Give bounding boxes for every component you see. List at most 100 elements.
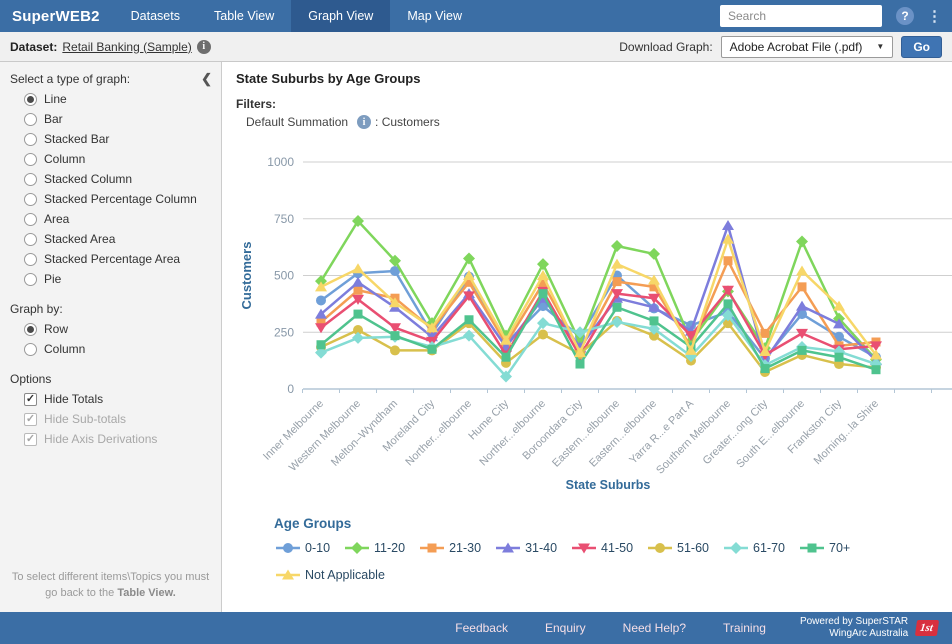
sidebar-note-bold: Table View. bbox=[117, 587, 176, 599]
filter-value: : Customers bbox=[375, 115, 440, 129]
checkbox-icon[interactable]: ✓ bbox=[24, 393, 37, 406]
radio-icon[interactable] bbox=[24, 233, 37, 246]
svg-text:Eastern...elbourne: Eastern...elbourne bbox=[550, 398, 622, 470]
footer-link-training[interactable]: Training bbox=[723, 621, 766, 635]
legend-marker-icon bbox=[646, 541, 674, 555]
radio-icon[interactable] bbox=[24, 133, 37, 146]
legend-item-70+: 70+ bbox=[798, 541, 850, 555]
app-window: SuperWEB2 DatasetsTable ViewGraph ViewMa… bbox=[0, 0, 952, 644]
footer-link-feedback[interactable]: Feedback bbox=[455, 621, 508, 635]
radio-icon[interactable] bbox=[24, 173, 37, 186]
go-button[interactable]: Go bbox=[901, 36, 942, 58]
chart-title: State Suburbs by Age Groups bbox=[236, 71, 952, 86]
filter-row: Default Summation i : Customers bbox=[246, 115, 952, 129]
svg-text:500: 500 bbox=[274, 269, 294, 283]
svg-text:250: 250 bbox=[274, 325, 294, 339]
footer-link-enquiry[interactable]: Enquiry bbox=[545, 621, 586, 635]
graph-by-row[interactable]: Row bbox=[24, 322, 213, 336]
legend-marker-icon bbox=[418, 541, 446, 555]
legend-item-61-70: 61-70 bbox=[722, 541, 785, 555]
graph-by-column[interactable]: Column bbox=[24, 342, 213, 356]
svg-text:Melton–Wyndham: Melton–Wyndham bbox=[329, 398, 400, 469]
dataset-bar: Dataset: Retail Banking (Sample) i Downl… bbox=[0, 32, 952, 62]
radio-selected-icon[interactable] bbox=[24, 323, 37, 336]
sidebar-note-text: To select different items\Topics you mus… bbox=[12, 571, 209, 599]
graph-type-stacked-column[interactable]: Stacked Column bbox=[24, 172, 213, 186]
radio-icon[interactable] bbox=[24, 213, 37, 226]
graph-type-line[interactable]: Line bbox=[24, 92, 213, 106]
sidebar: ❮ Select a type of graph: LineBarStacked… bbox=[0, 62, 222, 612]
legend-item-21-30: 21-30 bbox=[418, 541, 481, 555]
filter-info-icon[interactable]: i bbox=[357, 115, 371, 129]
legend-label: Not Applicable bbox=[305, 568, 385, 582]
dataset-label: Dataset: bbox=[10, 40, 57, 54]
nav-tabs: DatasetsTable ViewGraph ViewMap View bbox=[114, 0, 479, 32]
svg-text:Customers: Customers bbox=[239, 242, 254, 310]
download-controls: Download Graph: Adobe Acrobat File (.pdf… bbox=[619, 36, 942, 58]
graph-type-area[interactable]: Area bbox=[24, 212, 213, 226]
line-chart: 02505007501000Inner MelbourneWestern Mel… bbox=[236, 132, 952, 500]
filters-label: Filters: bbox=[236, 97, 952, 111]
legend-label: 70+ bbox=[829, 541, 850, 555]
option-hide-sub-totals: ✓Hide Sub-totals bbox=[24, 412, 213, 426]
legend-marker-icon bbox=[274, 541, 302, 555]
graph-type-label: Stacked Bar bbox=[44, 132, 109, 146]
help-icon[interactable]: ? bbox=[896, 7, 914, 25]
graph-type-bar[interactable]: Bar bbox=[24, 112, 213, 126]
footer-link-need-help[interactable]: Need Help? bbox=[623, 621, 686, 635]
kebab-menu-icon[interactable]: ⋮ bbox=[927, 9, 942, 24]
tab-graph-view[interactable]: Graph View bbox=[291, 0, 390, 32]
tab-map-view[interactable]: Map View bbox=[390, 0, 479, 32]
search-input[interactable] bbox=[720, 9, 882, 23]
legend-label: 0-10 bbox=[305, 541, 330, 555]
radio-icon[interactable] bbox=[24, 253, 37, 266]
main-area: ❮ Select a type of graph: LineBarStacked… bbox=[0, 62, 952, 612]
download-format-value: Adobe Acrobat File (.pdf) bbox=[730, 40, 863, 54]
legend-label: 11-20 bbox=[374, 541, 405, 555]
options-heading: Options bbox=[10, 372, 213, 386]
graph-type-stacked-bar[interactable]: Stacked Bar bbox=[24, 132, 213, 146]
radio-icon[interactable] bbox=[24, 153, 37, 166]
svg-text:Inner Melbourne: Inner Melbourne bbox=[261, 398, 326, 463]
graph-type-stacked-area[interactable]: Stacked Area bbox=[24, 232, 213, 246]
download-format-select[interactable]: Adobe Acrobat File (.pdf) ▼ bbox=[721, 36, 894, 58]
sidebar-note: To select different items\Topics you mus… bbox=[8, 570, 213, 602]
graph-type-label: Stacked Column bbox=[44, 172, 132, 186]
graph-type-label: Column bbox=[44, 152, 85, 166]
footer: Feedback Enquiry Need Help? Training Powere… bbox=[0, 612, 952, 644]
tab-table-view[interactable]: Table View bbox=[197, 0, 291, 32]
graph-type-label: Pie bbox=[44, 272, 61, 286]
graph-by-label: Row bbox=[44, 322, 68, 336]
legend-label: 51-60 bbox=[677, 541, 709, 555]
legend-marker-icon bbox=[494, 541, 522, 555]
graph-type-label: Stacked Percentage Column bbox=[44, 192, 197, 206]
svg-text:750: 750 bbox=[274, 212, 294, 226]
legend-items: 0-1011-2021-3031-4041-5051-6061-7070+Not… bbox=[274, 541, 952, 582]
collapse-sidebar-icon[interactable]: ❮ bbox=[201, 71, 212, 87]
svg-text:Norther...elbourne: Norther...elbourne bbox=[403, 398, 474, 469]
radio-selected-icon[interactable] bbox=[24, 93, 37, 106]
graph-type-pie[interactable]: Pie bbox=[24, 272, 213, 286]
legend-marker-icon bbox=[722, 541, 750, 555]
dataset-info-icon[interactable]: i bbox=[197, 40, 211, 54]
legend-marker-icon bbox=[343, 541, 371, 555]
radio-icon[interactable] bbox=[24, 193, 37, 206]
radio-icon[interactable] bbox=[24, 273, 37, 286]
radio-icon[interactable] bbox=[24, 113, 37, 126]
download-graph-label: Download Graph: bbox=[619, 40, 712, 54]
legend-item-0-10: 0-10 bbox=[274, 541, 330, 555]
graph-type-column[interactable]: Column bbox=[24, 152, 213, 166]
powered-line1: Powered by SuperSTAR bbox=[800, 616, 908, 629]
option-hide-totals[interactable]: ✓Hide Totals bbox=[24, 392, 213, 406]
svg-text:Western Melbourne: Western Melbourne bbox=[287, 398, 363, 474]
tab-datasets[interactable]: Datasets bbox=[114, 0, 197, 32]
radio-icon[interactable] bbox=[24, 343, 37, 356]
graph-type-stacked-percentage-column[interactable]: Stacked Percentage Column bbox=[24, 192, 213, 206]
app-brand: SuperWEB2 bbox=[0, 0, 114, 32]
graph-type-stacked-percentage-area[interactable]: Stacked Percentage Area bbox=[24, 252, 213, 266]
legend-item-51-60: 51-60 bbox=[646, 541, 709, 555]
dataset-link[interactable]: Retail Banking (Sample) bbox=[62, 40, 191, 54]
legend-label: 41-50 bbox=[601, 541, 633, 555]
checkbox-icon: ✓ bbox=[24, 433, 37, 446]
options-list: ✓Hide Totals✓Hide Sub-totals✓Hide Axis D… bbox=[10, 392, 213, 446]
